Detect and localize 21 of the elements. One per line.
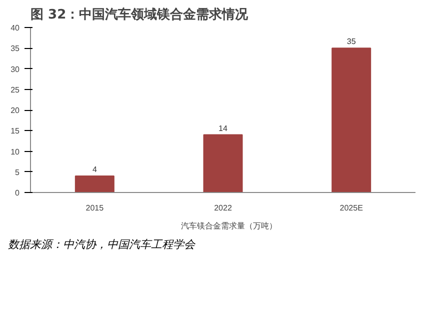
text: 汽车镁合金需求量（万吨） — [181, 220, 277, 232]
bar — [74, 176, 114, 192]
bar — [332, 48, 372, 192]
y-tick-label: 15 — [10, 126, 20, 136]
x-tick-label: 2015 — [86, 204, 104, 212]
data-label: 14 — [218, 124, 228, 133]
x-tick-label: 2025E — [340, 204, 363, 212]
y-tick-label: 40 — [10, 24, 20, 32]
y-tick-label: 25 — [10, 85, 20, 94]
bar — [203, 134, 243, 192]
y-tick-label: 10 — [10, 147, 20, 156]
chart-title: 图 32：中国汽车领域镁合金需求情况 — [30, 6, 250, 22]
source-note: 数据来源：中汽协，中国汽车工程学会 — [8, 237, 195, 253]
y-tick-label: 5 — [15, 168, 20, 177]
x-tick-label: 2022 — [214, 204, 232, 212]
y-tick-label: 30 — [10, 64, 20, 74]
data-label: 35 — [346, 37, 356, 46]
y-tick-label: 0 — [15, 188, 20, 198]
data-label: 4 — [92, 165, 98, 174]
y-tick-label: 35 — [10, 44, 20, 54]
y-tick-label: 20 — [10, 106, 20, 115]
